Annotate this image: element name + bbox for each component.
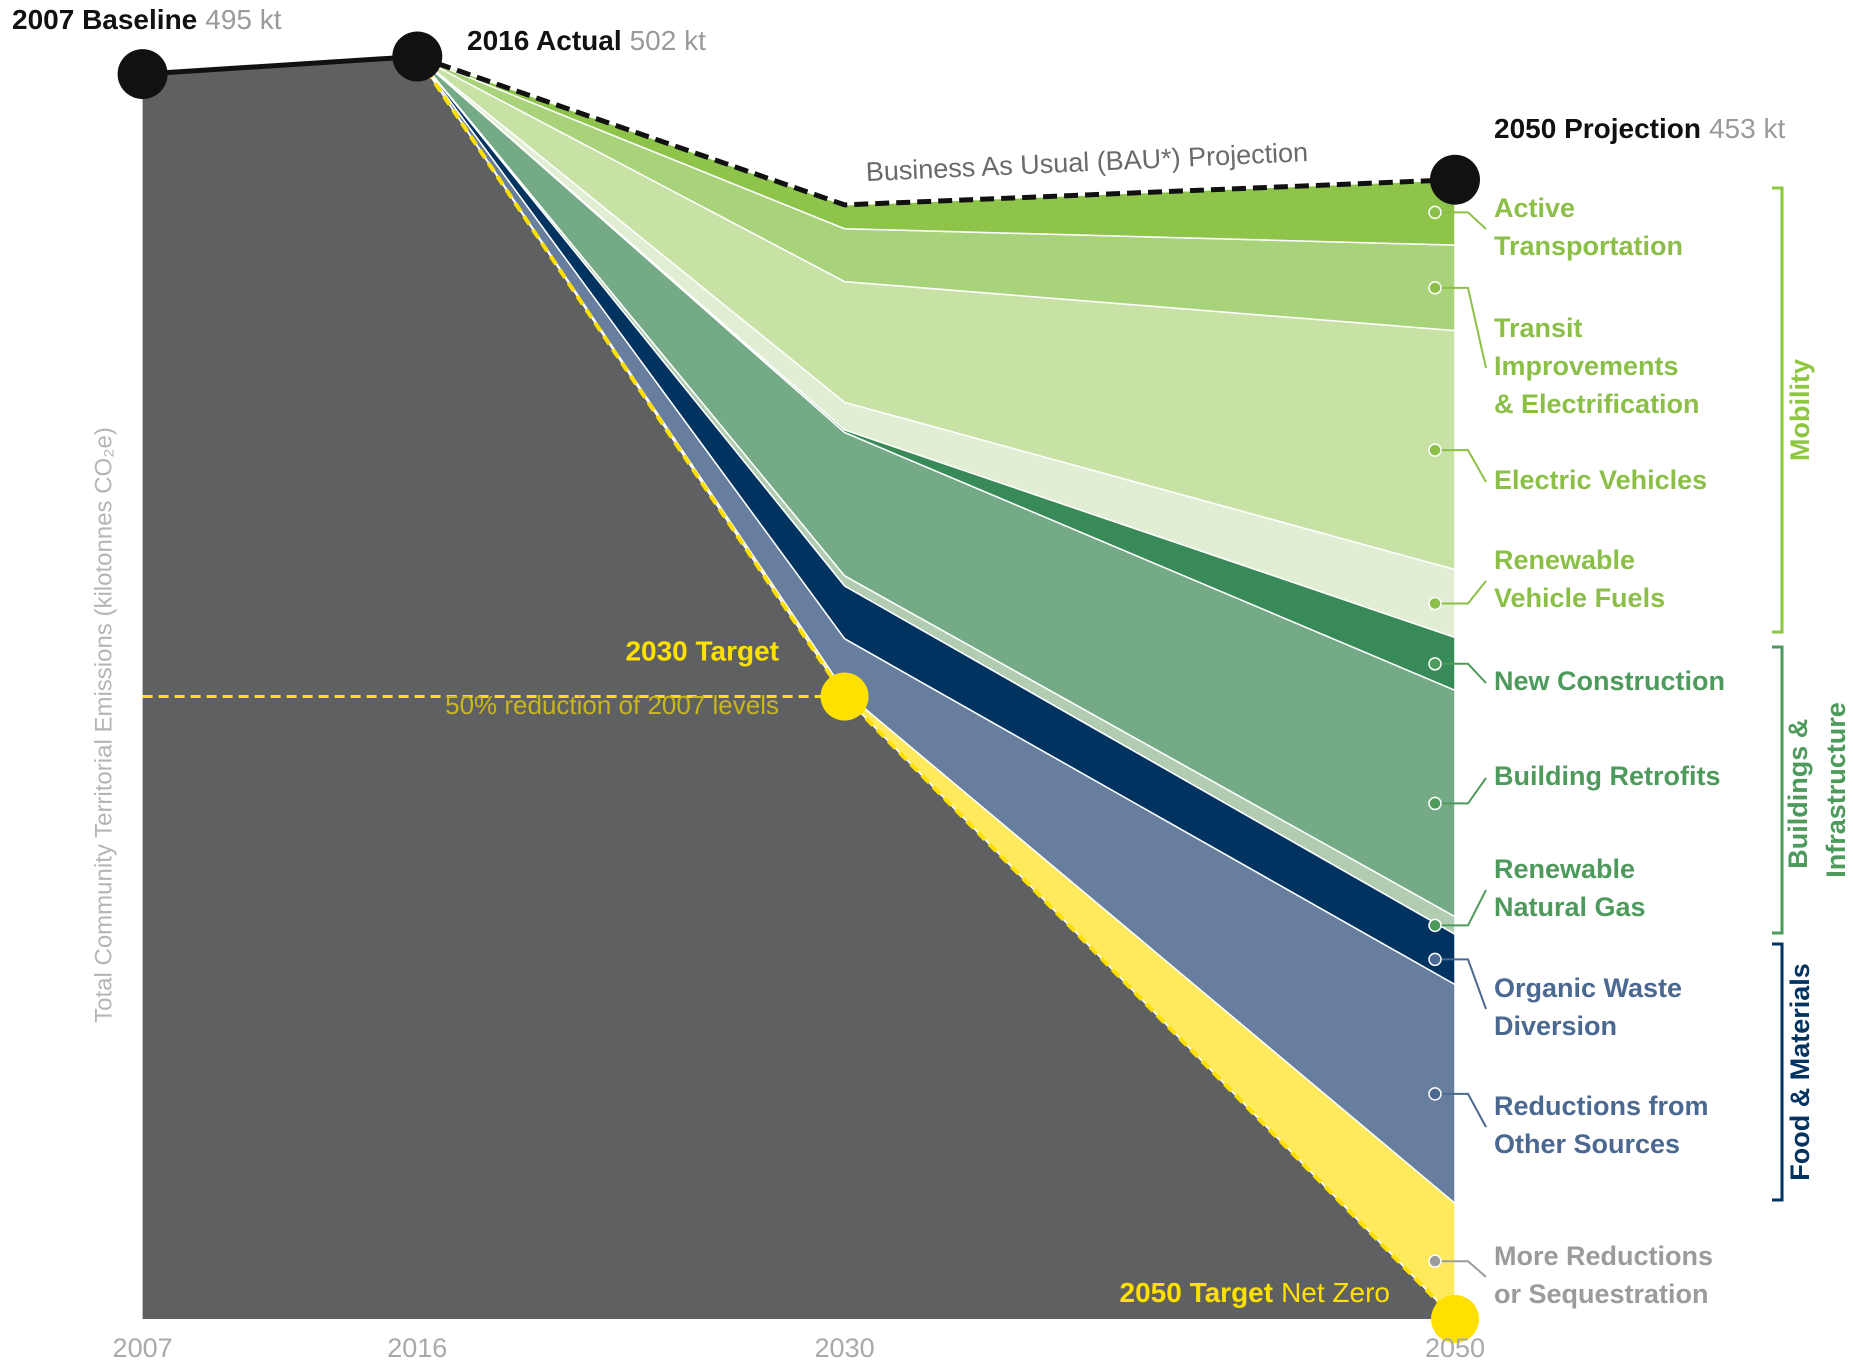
bau-marker	[1430, 154, 1480, 205]
bau-line	[416, 54, 1456, 208]
series-label: More Reductions or Sequestration	[1494, 1241, 1721, 1309]
series-label-line: Reductions from	[1494, 1091, 1716, 1121]
group-label: Mobility	[1785, 359, 1815, 461]
series-label: Active Transportation	[1494, 193, 1683, 261]
series-label: Renewable Natural Gas	[1494, 854, 1646, 922]
label-dot	[1428, 443, 1442, 457]
series-label-line: Renewable	[1494, 545, 1643, 575]
series-label-line: Transit	[1494, 313, 1590, 343]
series-label-line: Transportation	[1494, 231, 1683, 261]
annotation: 2007 Baseline 495 kt	[12, 4, 282, 35]
leader-line	[1441, 286, 1487, 369]
annotation: 2050 Target Net Zero	[1120, 1277, 1391, 1308]
x-tick-label: 2030	[815, 1333, 875, 1363]
series-label: Building Retrofits	[1494, 761, 1720, 791]
group-label: Food & Materials	[1785, 963, 1815, 1181]
group-bracket	[1772, 645, 1784, 935]
annotation-title: 2050 Projection	[1494, 113, 1701, 144]
annotation-note: 495 kt	[205, 4, 281, 35]
series-label-line: Electric Vehicles	[1494, 465, 1707, 495]
target-marker	[1431, 1295, 1479, 1343]
series-label: New Construction	[1494, 666, 1725, 696]
annotation: 2016 Actual 502 kt	[467, 25, 706, 56]
annotation-title: 2007 Baseline	[12, 4, 197, 35]
x-tick-label: 2050	[1425, 1333, 1485, 1363]
series-label: Renewable Vehicle Fuels	[1494, 545, 1665, 613]
series-label-line: Vehicle Fuels	[1494, 583, 1665, 613]
leader-line	[1441, 1092, 1487, 1128]
series-label-line: Other Sources	[1494, 1129, 1680, 1159]
annotation-title: 2050 Target	[1120, 1277, 1274, 1308]
series-label-line: New Construction	[1494, 666, 1725, 696]
label-dot	[1428, 205, 1442, 220]
label-dot	[1428, 918, 1442, 933]
label-dot	[1428, 281, 1442, 295]
series-label-line: Building Retrofits	[1494, 761, 1720, 791]
annotation-note: Net Zero	[1281, 1277, 1390, 1308]
label-dot	[1428, 657, 1442, 671]
group-label-line: Mobility	[1785, 359, 1815, 461]
area-pathway	[142, 56, 1456, 1319]
target-marker	[820, 672, 869, 721]
leader-line	[1441, 958, 1487, 1010]
label-dot	[1428, 952, 1442, 967]
leader-line	[1441, 662, 1487, 684]
bau-label: Business As Usual (BAU*) Projection	[865, 137, 1309, 187]
series-label: Organic Waste Diversion	[1494, 973, 1690, 1041]
annotation-note: 50% reduction of 2007 levels	[445, 690, 779, 720]
group-label: Buildings & Infrastructure	[1783, 702, 1851, 878]
y-axis-title: Total Community Territorial Emissions (k…	[90, 427, 117, 1023]
annotation: 2050 Projection 453 kt	[1494, 113, 1785, 144]
series-label-line: & Electrification	[1494, 389, 1700, 419]
leader-line	[1441, 449, 1487, 483]
leader-line	[1441, 1260, 1487, 1278]
series-label: Electric Vehicles	[1494, 465, 1707, 495]
series-label-line: Diversion	[1494, 1011, 1617, 1041]
series-label-line: Improvements	[1494, 351, 1686, 381]
series-label: Transit Improvements & Electrification	[1494, 313, 1700, 419]
label-dot	[1428, 1087, 1442, 1101]
group-label-line: Food & Materials	[1785, 963, 1815, 1181]
label-dot	[1428, 1254, 1442, 1268]
series-label-line: Active	[1494, 193, 1583, 223]
group-label-line: Buildings &	[1783, 711, 1813, 869]
group-bracket	[1772, 942, 1784, 1202]
leader-line	[1441, 580, 1487, 605]
actual-marker	[392, 31, 443, 82]
series-label-line: Natural Gas	[1494, 892, 1646, 922]
series-label-line: More Reductions	[1494, 1241, 1721, 1271]
group-bracket	[1772, 186, 1784, 634]
annotation-note: 453 kt	[1709, 113, 1785, 144]
series-label-line: Organic Waste	[1494, 973, 1690, 1003]
annotation-title: 2016 Actual	[467, 25, 622, 56]
label-dot	[1428, 796, 1442, 811]
actual-marker	[117, 49, 168, 100]
leader-line	[1441, 777, 1487, 805]
label-dot	[1428, 596, 1442, 611]
x-tick-label: 2007	[113, 1333, 173, 1363]
series-label: Reductions from Other Sources	[1494, 1091, 1716, 1159]
series-label-line: Renewable	[1494, 854, 1643, 884]
x-tick-label: 2016	[387, 1333, 447, 1363]
leader-line	[1441, 211, 1487, 230]
leader-line	[1441, 889, 1487, 927]
annotation-note: 502 kt	[630, 25, 706, 56]
group-label-line: Infrastructure	[1821, 702, 1851, 878]
annotation-title: 2030 Target	[625, 635, 779, 666]
actual-line	[142, 54, 418, 77]
series-label-line: or Sequestration	[1494, 1279, 1709, 1309]
